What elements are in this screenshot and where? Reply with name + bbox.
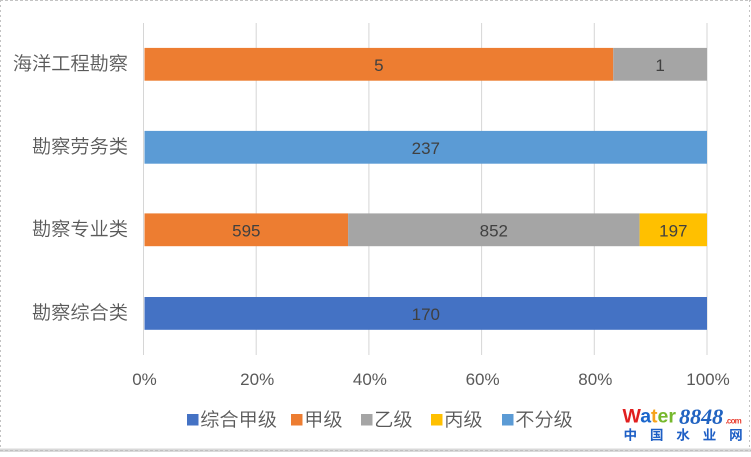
svg-text:237: 237 (412, 139, 440, 158)
svg-text:80%: 80% (578, 370, 612, 389)
svg-text:8848: 8848 (679, 404, 723, 429)
svg-text:5: 5 (374, 56, 383, 75)
svg-text:197: 197 (659, 222, 687, 241)
svg-text:100%: 100% (686, 370, 729, 389)
svg-text:Water: Water (623, 406, 677, 428)
svg-text:1: 1 (655, 56, 664, 75)
svg-text:595: 595 (232, 222, 260, 241)
svg-text:0%: 0% (132, 370, 157, 389)
svg-text:852: 852 (480, 222, 508, 241)
svg-text:60%: 60% (466, 370, 500, 389)
svg-text:.com: .com (726, 417, 742, 426)
svg-text:20%: 20% (240, 370, 274, 389)
svg-text:170: 170 (412, 305, 440, 324)
svg-text:40%: 40% (353, 370, 387, 389)
